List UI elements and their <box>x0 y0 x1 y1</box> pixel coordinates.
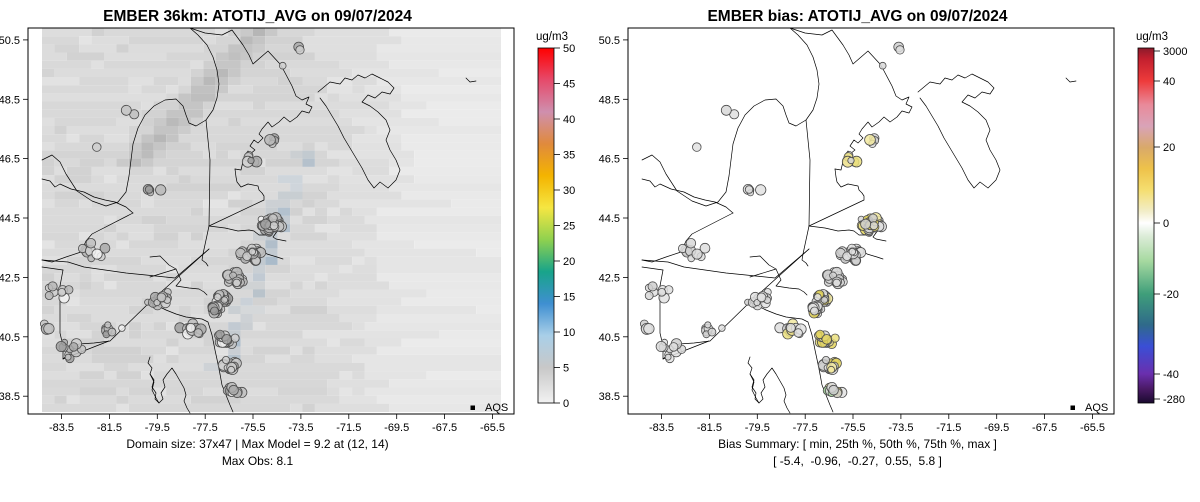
svg-text:AQS: AQS <box>1085 402 1108 414</box>
svg-text:40: 40 <box>563 114 575 126</box>
svg-text:0: 0 <box>1163 218 1169 230</box>
svg-text:20: 20 <box>563 256 575 268</box>
svg-text:-77.5: -77.5 <box>793 422 818 434</box>
svg-text:-81.5: -81.5 <box>697 422 722 434</box>
svg-text:20: 20 <box>1163 142 1175 154</box>
svg-text:48.5: 48.5 <box>599 94 620 106</box>
svg-text:-65.5: -65.5 <box>480 422 505 434</box>
svg-text:-67.5: -67.5 <box>432 422 457 434</box>
svg-text:5: 5 <box>563 363 569 375</box>
svg-text:42.5: 42.5 <box>599 272 620 284</box>
svg-text:40.5: 40.5 <box>599 332 620 344</box>
svg-text:-81.5: -81.5 <box>97 422 122 434</box>
svg-text:-75.5: -75.5 <box>840 422 865 434</box>
svg-text:44.5: 44.5 <box>599 213 620 225</box>
svg-text:-67.5: -67.5 <box>1032 422 1057 434</box>
svg-text:-69.5: -69.5 <box>384 422 409 434</box>
svg-text:AQS: AQS <box>485 402 508 414</box>
svg-text:40: 40 <box>1163 76 1175 88</box>
svg-text:38.5: 38.5 <box>0 391 20 403</box>
svg-text:42.5: 42.5 <box>0 272 20 284</box>
svg-text:46.5: 46.5 <box>0 154 20 166</box>
svg-text:15: 15 <box>563 292 575 304</box>
svg-text:-79.5: -79.5 <box>145 422 170 434</box>
svg-text:-83.5: -83.5 <box>649 422 674 434</box>
svg-text:ug/m3: ug/m3 <box>1136 31 1168 43</box>
svg-text:0: 0 <box>563 398 569 410</box>
svg-text:-71.5: -71.5 <box>936 422 961 434</box>
svg-text:50.5: 50.5 <box>599 35 620 47</box>
svg-text:48.5: 48.5 <box>0 94 20 106</box>
svg-text:ug/m3: ug/m3 <box>536 31 568 43</box>
svg-text:35: 35 <box>563 150 575 162</box>
svg-text:-69.5: -69.5 <box>984 422 1009 434</box>
svg-text:-40: -40 <box>1163 369 1179 381</box>
svg-text:50.5: 50.5 <box>0 35 20 47</box>
svg-text:38.5: 38.5 <box>599 391 620 403</box>
svg-text:50: 50 <box>563 43 575 55</box>
svg-text:-73.5: -73.5 <box>888 422 913 434</box>
svg-text:40.5: 40.5 <box>0 332 20 344</box>
svg-text:-83.5: -83.5 <box>49 422 74 434</box>
svg-text:45: 45 <box>563 79 575 91</box>
svg-text:-65.5: -65.5 <box>1080 422 1105 434</box>
svg-text:44.5: 44.5 <box>0 213 20 225</box>
svg-text:-79.5: -79.5 <box>745 422 770 434</box>
svg-text:-75.5: -75.5 <box>240 422 265 434</box>
svg-text:10: 10 <box>563 327 575 339</box>
svg-text:30: 30 <box>563 185 575 197</box>
svg-text:-20: -20 <box>1163 289 1179 301</box>
svg-text:-77.5: -77.5 <box>193 422 218 434</box>
svg-text:46.5: 46.5 <box>599 154 620 166</box>
svg-text:25: 25 <box>563 221 575 233</box>
svg-text:-71.5: -71.5 <box>336 422 361 434</box>
svg-text:3000: 3000 <box>1163 46 1187 58</box>
svg-text:-280: -280 <box>1163 394 1185 406</box>
svg-text:-73.5: -73.5 <box>288 422 313 434</box>
